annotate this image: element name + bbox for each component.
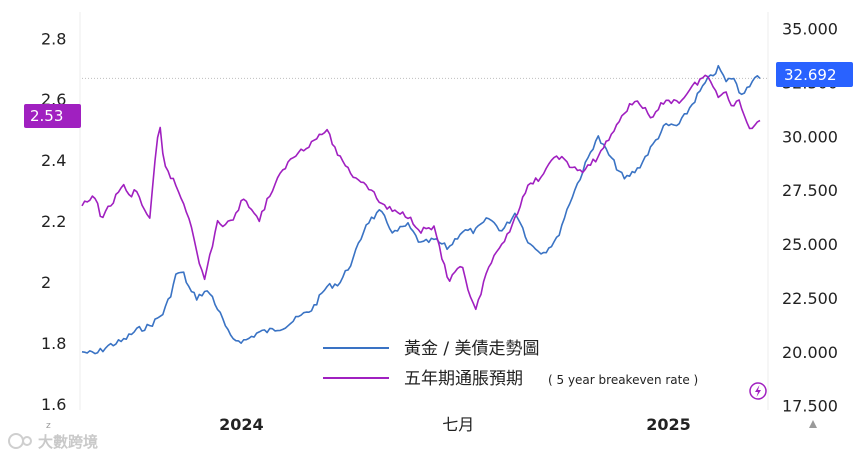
left-tick-label: 1.8 — [41, 334, 66, 353]
x-tick-label: 2025 — [646, 415, 691, 434]
right-axis-marker — [809, 420, 817, 428]
watermark-text: 大數跨境 — [38, 433, 98, 451]
legend-label-breakeven: 五年期通脹預期 — [404, 369, 523, 389]
legend: 黃金 / 美債走勢圖 五年期通脹預期 ( 5 year breakeven ra… — [323, 339, 698, 389]
right-tick-label: 35.000 — [782, 20, 838, 39]
left-tick-label: 2 — [41, 273, 51, 292]
right-value-badge: 32.692 — [776, 62, 853, 87]
watermark: 大數跨境 — [8, 433, 98, 451]
series-breakeven-line — [81, 74, 761, 311]
x-tick-label: 七月 — [442, 415, 474, 434]
right-tick-label: 25.000 — [782, 235, 838, 254]
left-badge-text: 2.53 — [30, 107, 63, 125]
left-tick-label: 2.4 — [41, 151, 66, 170]
x-tick-label: 2024 — [219, 415, 264, 434]
bolt-icon[interactable] — [749, 382, 767, 400]
left-value-badge: 2.53 — [24, 104, 81, 128]
left-tick-label: 2.2 — [41, 212, 66, 231]
x-axis: 2024 七月 2025 — [219, 415, 691, 434]
right-tick-label: 17.500 — [782, 397, 838, 416]
left-tick-label: 2.8 — [41, 29, 66, 48]
series-layer — [81, 64, 761, 355]
left-tick-label: 1.6 — [41, 395, 66, 414]
right-tick-label: 20.000 — [782, 343, 838, 362]
series-gold-treasury-line — [81, 64, 761, 355]
right-tick-label: 30.000 — [782, 127, 838, 146]
legend-label-gold: 黃金 / 美債走勢圖 — [404, 339, 540, 359]
right-tick-label: 27.500 — [782, 181, 838, 200]
left-axis-marker: z — [46, 421, 51, 431]
logo-icon — [8, 433, 32, 449]
right-badge-text: 32.692 — [784, 66, 837, 84]
right-tick-label: 22.500 — [782, 289, 838, 308]
left-axis: 2.82.62.42.221.81.6 — [41, 29, 66, 414]
right-axis: 35.00032.50030.00027.50025.00022.50020.0… — [782, 20, 838, 416]
legend-sublabel-breakeven: ( 5 year breakeven rate ) — [548, 373, 698, 387]
